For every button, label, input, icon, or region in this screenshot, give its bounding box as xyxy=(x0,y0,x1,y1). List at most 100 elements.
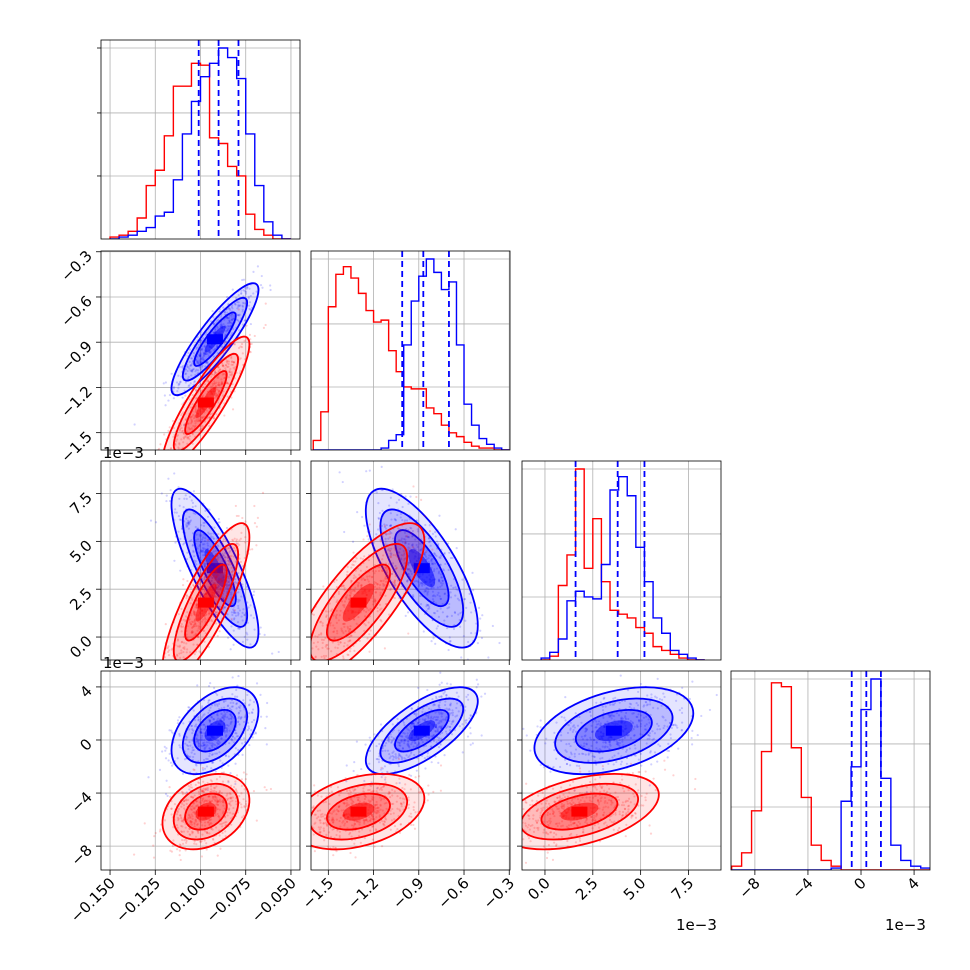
scatter-point xyxy=(238,627,241,630)
scatter-point xyxy=(201,798,204,801)
scatter-point xyxy=(212,537,215,540)
scatter-point xyxy=(405,519,409,522)
scatter-point xyxy=(329,609,333,612)
scatter-point xyxy=(239,716,243,719)
scatter-point xyxy=(202,536,205,539)
scatter-point xyxy=(365,610,368,613)
scatter-point xyxy=(172,387,175,390)
scatter-point xyxy=(203,352,206,355)
scatter-point xyxy=(216,704,219,707)
scatter-point xyxy=(184,368,187,371)
scatter-point xyxy=(212,581,215,584)
scatter-point xyxy=(456,597,460,600)
scatter-point xyxy=(226,792,229,795)
scatter-point xyxy=(188,540,191,543)
scatter-point xyxy=(176,654,179,657)
scatter-point xyxy=(206,562,209,565)
scatter-point xyxy=(178,744,181,747)
scatter-point xyxy=(442,568,445,571)
scatter-point xyxy=(466,735,470,738)
scatter-point xyxy=(418,718,421,721)
scatter-point xyxy=(346,827,349,830)
scatter-point xyxy=(202,385,205,388)
scatter-point xyxy=(200,357,203,360)
scatter-point xyxy=(201,766,204,770)
scatter-point xyxy=(259,626,262,629)
scatter-point xyxy=(236,313,239,317)
scatter-point xyxy=(287,689,289,691)
scatter-point xyxy=(186,830,189,833)
scatter-point xyxy=(194,373,197,377)
scatter-point xyxy=(459,704,463,707)
scatter-point xyxy=(360,584,363,587)
scatter-point xyxy=(199,357,202,361)
scatter-point xyxy=(215,571,218,574)
scatter-point xyxy=(216,351,219,354)
scatter-point xyxy=(391,751,394,755)
scatter-point xyxy=(190,427,193,430)
scatter-point xyxy=(184,673,186,675)
scatter-point xyxy=(216,586,219,589)
scatter-point xyxy=(222,596,225,599)
scatter-point xyxy=(397,756,400,759)
scatter-point xyxy=(202,791,205,794)
scatter-point xyxy=(379,593,382,597)
scatter-point xyxy=(168,663,170,665)
scatter-point xyxy=(199,353,202,356)
scatter-point xyxy=(198,359,201,362)
scatter-point xyxy=(231,796,234,799)
scatter-point xyxy=(200,538,204,541)
scatter-point xyxy=(339,641,342,644)
scatter-point xyxy=(396,513,399,517)
scatter-point xyxy=(363,555,366,558)
scatter-point xyxy=(182,432,185,435)
scatter-point xyxy=(200,790,204,793)
scatter-point xyxy=(200,731,203,735)
scatter-point xyxy=(234,614,238,617)
scatter-point xyxy=(252,700,256,704)
histogram-blue-p1 xyxy=(313,258,510,450)
scatter-point xyxy=(238,539,241,542)
scatter-point xyxy=(426,587,429,590)
scatter-point xyxy=(251,736,254,739)
scatter-point xyxy=(369,819,372,822)
scatter-point xyxy=(190,539,193,542)
scatter-point xyxy=(200,731,203,735)
scatter-point xyxy=(205,765,209,768)
scatter-point xyxy=(223,807,226,810)
scatter-point xyxy=(186,369,189,373)
scatter-point xyxy=(193,381,196,384)
scatter-point xyxy=(221,695,224,699)
scatter-point xyxy=(189,676,191,678)
scatter-point xyxy=(222,538,225,541)
scatter-point xyxy=(218,798,221,801)
scatter-point xyxy=(150,479,152,481)
scatter-point xyxy=(190,795,193,799)
scatter-point xyxy=(194,783,197,786)
scatter-point xyxy=(441,712,444,715)
scatter-point xyxy=(480,734,483,737)
scatter-point xyxy=(235,774,239,777)
scatter-point xyxy=(178,382,181,385)
scatter-point xyxy=(236,300,239,304)
scatter-point xyxy=(221,373,224,376)
scatter-point xyxy=(198,628,201,631)
scatter-point xyxy=(208,719,212,722)
scatter-point xyxy=(218,751,221,754)
scatter-point xyxy=(342,657,345,660)
scatter-point xyxy=(217,574,220,577)
scatter-point xyxy=(381,569,384,572)
scatter-point xyxy=(237,627,240,630)
scatter-point xyxy=(204,365,207,368)
scatter-point xyxy=(378,586,381,589)
scatter-point xyxy=(427,717,430,720)
scatter-point xyxy=(383,525,386,529)
scatter-point xyxy=(438,514,441,517)
scatter-point xyxy=(177,486,180,489)
scatter-point xyxy=(228,371,232,374)
scatter-point xyxy=(184,826,187,829)
scatter-point xyxy=(206,544,210,547)
scatter-point xyxy=(391,755,394,758)
scatter-point xyxy=(395,540,398,544)
scatter-point xyxy=(259,284,263,287)
